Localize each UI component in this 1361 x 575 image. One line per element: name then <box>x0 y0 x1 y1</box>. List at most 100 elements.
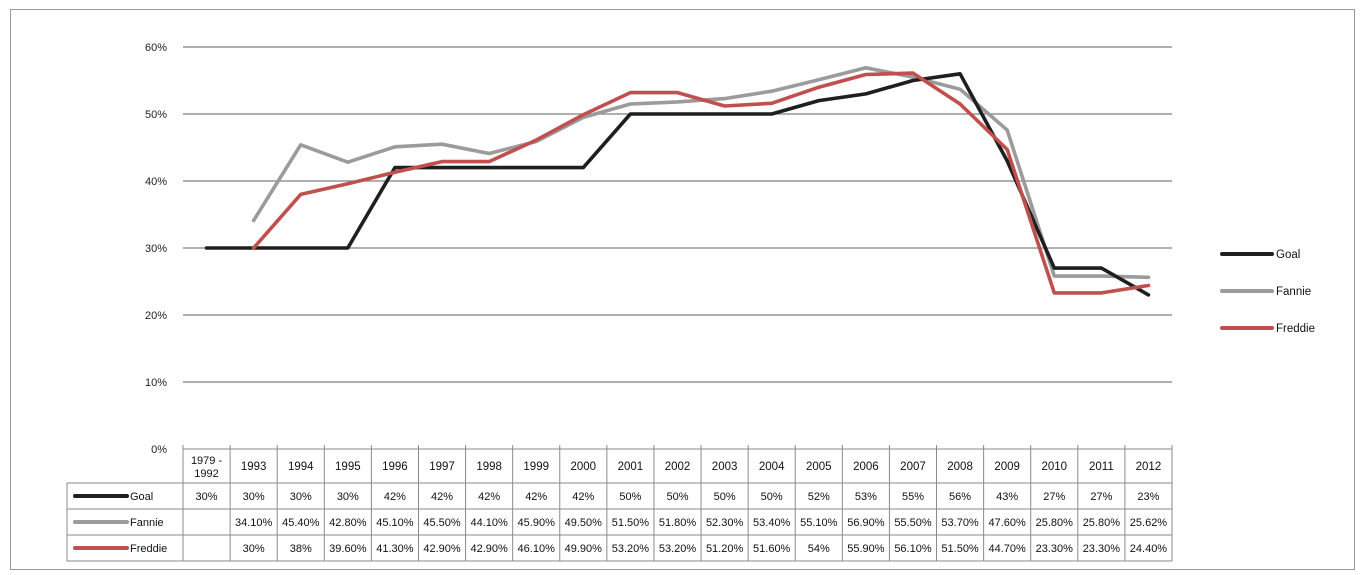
gridlines <box>183 46 1172 383</box>
data-label: 24.40% <box>1130 543 1168 555</box>
chart-frame <box>10 9 1355 570</box>
data-label: 23.30% <box>1036 543 1074 555</box>
x-tick-label: 2012 <box>1136 461 1162 473</box>
data-label: 52.30% <box>706 517 744 529</box>
data-label: 52% <box>808 491 830 503</box>
x-tick-label: 1995 <box>335 461 361 473</box>
y-tick-label: 40% <box>145 176 167 188</box>
data-label: 45.90% <box>518 517 556 529</box>
x-tick-label: 2001 <box>618 461 644 473</box>
data-label: 55% <box>902 491 924 503</box>
legend-label: Freddie <box>1276 323 1315 335</box>
data-label: 42.80% <box>329 517 367 529</box>
data-label: 53.20% <box>659 543 697 555</box>
data-label: 42% <box>572 491 594 503</box>
data-label: 53% <box>855 491 877 503</box>
data-label: 45.50% <box>423 517 461 529</box>
x-tick-label: 1998 <box>476 461 502 473</box>
data-label: 56.10% <box>894 543 932 555</box>
x-tick-label: 1999 <box>523 461 549 473</box>
data-label: 30% <box>290 491 312 503</box>
data-label: 30% <box>196 491 218 503</box>
x-tick-label: 2009 <box>994 461 1020 473</box>
data-label: 55.50% <box>894 517 932 529</box>
data-label: 45.10% <box>376 517 414 529</box>
data-label: 34.10% <box>235 517 273 529</box>
data-label: 30% <box>243 491 265 503</box>
x-tick-label: 1994 <box>288 461 314 473</box>
data-label: 55.10% <box>800 517 838 529</box>
data-label: 46.10% <box>518 543 556 555</box>
data-label: 42.90% <box>423 543 461 555</box>
data-label: 51.50% <box>612 517 650 529</box>
y-tick-label: 10% <box>145 377 167 389</box>
y-tick-label: 0% <box>151 444 167 456</box>
data-label: 50% <box>619 491 641 503</box>
series-line-freddie <box>251 71 1151 295</box>
data-label: 51.80% <box>659 517 697 529</box>
data-label: 44.10% <box>470 517 508 529</box>
data-label: 41.30% <box>376 543 414 555</box>
x-tick-label: 2010 <box>1041 461 1067 473</box>
data-label: 47.60% <box>989 517 1027 529</box>
x-tick-label: 2006 <box>853 461 879 473</box>
y-tick-label: 60% <box>145 42 167 54</box>
data-label: 50% <box>714 491 736 503</box>
data-label: 25.80% <box>1083 517 1121 529</box>
x-tick-label: 1997 <box>429 461 455 473</box>
table-series-name: Freddie <box>130 543 167 555</box>
legend-label: Fannie <box>1276 286 1311 298</box>
x-tick-label: 2007 <box>900 461 926 473</box>
data-label: 30% <box>243 543 265 555</box>
data-label: 56% <box>949 491 971 503</box>
data-label: 23% <box>1137 491 1159 503</box>
data-table: 1979 -1992 1993 1994 1995 1996 1997 1998 1999 20… <box>66 445 1173 562</box>
x-tick-label: 2011 <box>1089 461 1114 473</box>
data-label: 55.90% <box>847 543 885 555</box>
legend-label: Goal <box>1276 249 1300 261</box>
data-label: 38% <box>290 543 312 555</box>
data-label: 42% <box>525 491 547 503</box>
data-label: 42.90% <box>470 543 508 555</box>
data-label: 53.40% <box>753 517 791 529</box>
x-tick-label: 2000 <box>571 461 597 473</box>
data-label: 51.50% <box>941 543 979 555</box>
data-label: 49.90% <box>565 543 603 555</box>
data-label: 23.30% <box>1083 543 1121 555</box>
data-label: 53.70% <box>941 517 979 529</box>
y-tick-label: 50% <box>145 109 167 121</box>
y-axis: 0% 10% 20% 30% 40% 50% 60% <box>145 42 167 456</box>
x-tick-label: 2008 <box>947 461 973 473</box>
data-label: 25.62% <box>1130 517 1168 529</box>
legend: Goal Fannie Freddie <box>1220 249 1315 335</box>
data-label: 39.60% <box>329 543 367 555</box>
series-lines <box>204 66 1151 297</box>
data-label: 53.20% <box>612 543 650 555</box>
data-label: 50% <box>666 491 688 503</box>
data-label: 42% <box>478 491 500 503</box>
x-tick-label: 2004 <box>759 461 785 473</box>
x-tick-label: 1993 <box>241 461 267 473</box>
x-tick-label: 1996 <box>382 461 408 473</box>
data-label: 51.20% <box>706 543 744 555</box>
data-label: 44.70% <box>989 543 1027 555</box>
data-label: 50% <box>761 491 783 503</box>
data-label: 27% <box>1090 491 1112 503</box>
data-label: 42% <box>431 491 453 503</box>
data-label: 51.60% <box>753 543 791 555</box>
data-label: 45.40% <box>282 517 320 529</box>
data-label: 56.90% <box>847 517 885 529</box>
x-tick-label: 2005 <box>806 461 832 473</box>
data-label: 49.50% <box>565 517 603 529</box>
x-tick-label: 1979 -1992 <box>191 455 223 480</box>
y-tick-label: 20% <box>145 310 167 322</box>
data-label: 30% <box>337 491 359 503</box>
data-label: 42% <box>384 491 406 503</box>
data-label: 43% <box>996 491 1018 503</box>
data-label: 54% <box>808 543 830 555</box>
table-series-name: Fannie <box>130 517 164 529</box>
data-label: 27% <box>1043 491 1065 503</box>
table-series-name: Goal <box>130 491 153 503</box>
data-label: 25.80% <box>1036 517 1074 529</box>
